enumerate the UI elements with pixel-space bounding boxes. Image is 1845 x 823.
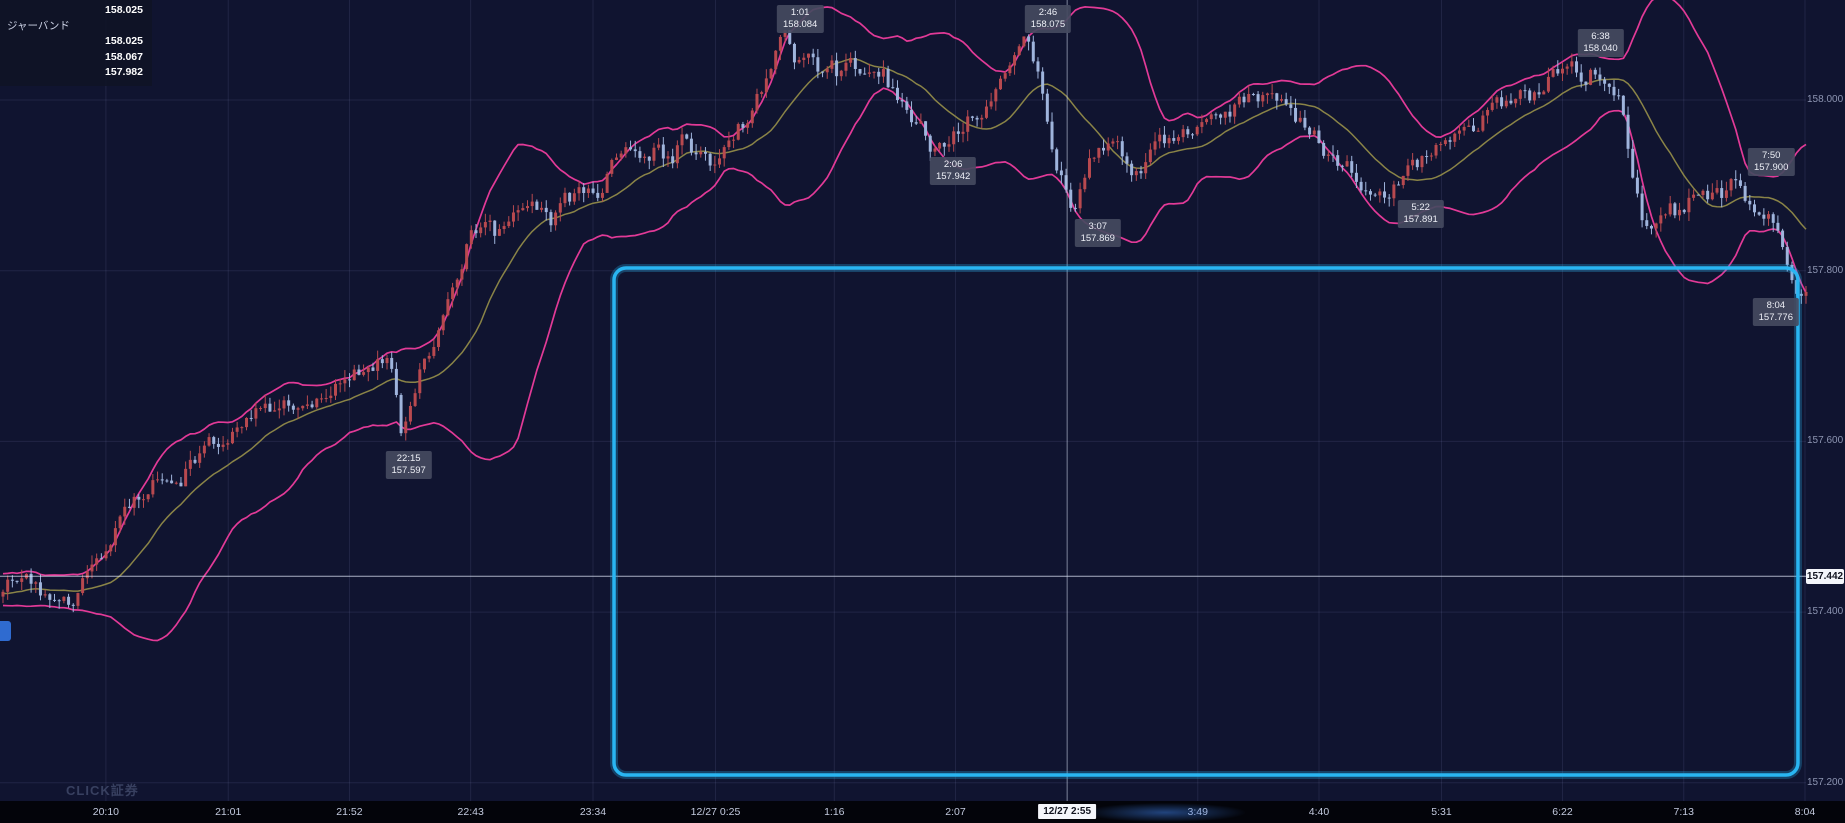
crosshair-price-label: 157.442: [1806, 568, 1844, 584]
indicator-row: ジャーバンド: [7, 19, 143, 35]
time-axis-label: 23:34: [579, 806, 607, 818]
time-axis-label: 1:16: [824, 806, 845, 818]
bollinger-lower-line: [2, 87, 1807, 642]
time-axis-label: 2:07: [945, 806, 966, 818]
indicator-value: 158.067: [105, 50, 143, 63]
time-axis-label: 7:13: [1673, 806, 1694, 818]
indicator-row: 158.067: [7, 50, 143, 66]
candles-layer: [1, 29, 1808, 613]
chart-grid: [0, 0, 1806, 801]
zoom-selection-glow: [610, 264, 1802, 780]
price-axis-label: 157.400: [1807, 606, 1844, 618]
price-axis-label: 157.600: [1807, 435, 1844, 447]
time-axis-label: 8:04: [1794, 806, 1816, 818]
time-axis-label: 22:43: [457, 806, 484, 818]
indicator-value: 158.025: [105, 4, 143, 16]
zoom-selection-box[interactable]: [612, 266, 1800, 777]
indicator-value: 157.982: [105, 66, 143, 78]
left-edge-badge: [0, 621, 11, 641]
broker-watermark: CLICK証券: [66, 783, 139, 798]
price-axis-label: 157.800: [1807, 264, 1844, 276]
indicator-label: ジャーバンド: [7, 19, 70, 32]
time-axis-label: 5:31: [1431, 806, 1452, 818]
price-axis-label: 157.200: [1807, 776, 1844, 788]
indicator-row: 158.025: [7, 3, 143, 19]
time-axis-label: 12/27 0:25: [690, 806, 741, 818]
taskbar-glow: [1085, 803, 1245, 822]
bollinger-upper-line: [2, 0, 1807, 577]
indicator-row: 158.025: [7, 34, 143, 50]
time-axis-label: 4:40: [1308, 806, 1330, 818]
indicator-panel: 158.025 ジャーバンド 158.025 158.067 157.982: [0, 0, 152, 86]
time-axis-label: 20:10: [92, 806, 120, 818]
price-axis-label: 158.000: [1807, 94, 1844, 105]
time-axis-label: 21:01: [215, 806, 242, 818]
moving-average-line: [3, 58, 1807, 595]
indicator-row: 157.982: [7, 65, 143, 81]
crosshair-time-label: 12/27 2:55: [1038, 804, 1097, 819]
bollinger-bands: [2, 0, 1807, 642]
indicator-value: 158.025: [105, 35, 143, 47]
time-axis[interactable]: 12/27 2:55 20:10 21:01 21:52 22:43 23:34 12/2…: [0, 801, 1845, 823]
time-axis-label: 21:52: [336, 806, 363, 818]
time-axis-label: 6:22: [1552, 806, 1573, 818]
